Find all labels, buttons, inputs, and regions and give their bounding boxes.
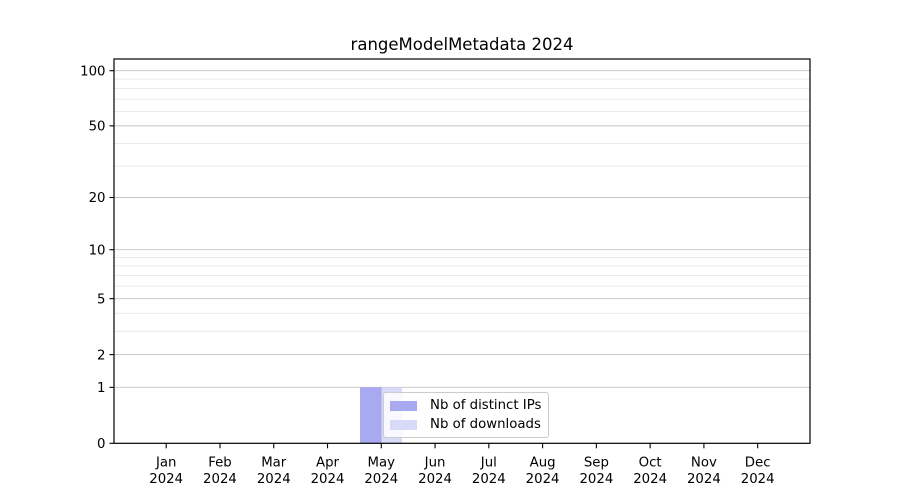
x-tick-label-year: 2024 xyxy=(741,472,775,487)
x-tick-label-year: 2024 xyxy=(472,472,506,487)
x-tick-label-year: 2024 xyxy=(311,472,345,487)
x-tick-label-month: Aug xyxy=(530,456,556,471)
x-tick-label-year: 2024 xyxy=(526,472,560,487)
legend-swatch-downloads xyxy=(390,419,417,430)
x-tick-label-year: 2024 xyxy=(149,472,183,487)
x-tick-label-month: Jun xyxy=(424,456,446,471)
legend-item-distinct-ips: Nb of distinct IPs xyxy=(390,397,542,414)
y-tick-label: 5 xyxy=(97,292,105,307)
legend: Nb of distinct IPs Nb of downloads xyxy=(383,392,549,438)
y-tick-label: 20 xyxy=(89,191,106,206)
legend-label-distinct-ips: Nb of distinct IPs xyxy=(430,398,542,413)
legend-label-downloads: Nb of downloads xyxy=(430,417,541,432)
x-tick-label-month: Dec xyxy=(745,456,771,471)
x-tick-label-year: 2024 xyxy=(257,472,291,487)
axes-spines xyxy=(113,58,811,444)
x-tick-label-month: Feb xyxy=(208,456,232,471)
y-tick-label: 2 xyxy=(97,348,105,363)
x-tick-label-month: Apr xyxy=(316,456,340,471)
legend-item-downloads: Nb of downloads xyxy=(390,416,542,433)
bar-distinct-ips-may xyxy=(359,387,382,444)
x-tick-label-month: May xyxy=(368,456,396,471)
chart-title: rangeModelMetadata 2024 xyxy=(350,35,574,54)
x-tick-label-year: 2024 xyxy=(364,472,398,487)
y-tick-label: 10 xyxy=(89,243,106,258)
x-tick-label-month: Mar xyxy=(261,456,287,471)
x-tick-label-month: Jul xyxy=(480,456,497,471)
y-tick-label: 0 xyxy=(97,437,105,452)
legend-swatch-distinct-ips xyxy=(390,400,417,411)
x-tick-label-month: Jan xyxy=(155,456,177,471)
x-tick-label-year: 2024 xyxy=(418,472,452,487)
x-tick-label-year: 2024 xyxy=(633,472,667,487)
x-tick-label-month: Oct xyxy=(639,456,662,471)
y-tick-label: 1 xyxy=(97,381,105,396)
y-tick-label: 100 xyxy=(80,64,105,79)
x-tick-label-year: 2024 xyxy=(687,472,721,487)
x-tick-label-year: 2024 xyxy=(579,472,613,487)
y-tick-label: 50 xyxy=(89,120,106,135)
x-tick-label-year: 2024 xyxy=(203,472,237,487)
x-tick-label-month: Sep xyxy=(584,456,609,471)
x-tick-label-month: Nov xyxy=(691,456,717,471)
